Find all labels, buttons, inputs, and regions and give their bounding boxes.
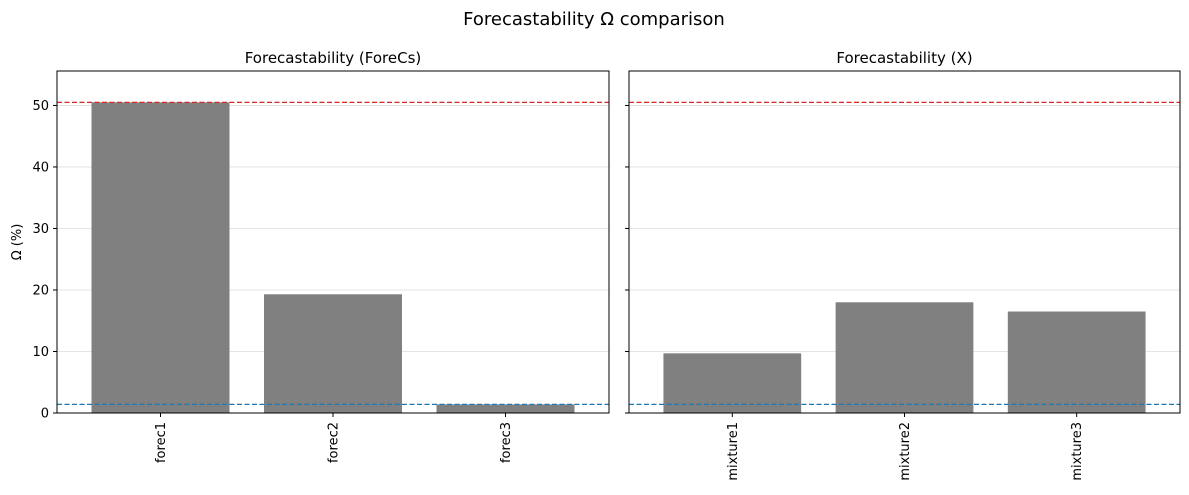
bar-mixture3 — [1007, 311, 1146, 413]
y-axis-label: Ω (%) — [10, 224, 25, 261]
panel-title: Forecastability (ForeCs) — [245, 49, 422, 67]
y-tick-label: 30 — [32, 222, 49, 237]
bar-forec2 — [264, 294, 402, 413]
chart-panel-1: 0 10 20 30 40 50 forec1 forec2 forec3 Forecastabi… — [10, 49, 610, 463]
panel-title: Forecastability (X) — [836, 49, 972, 67]
x-tick-label: mixture3 — [1070, 422, 1085, 481]
bar-forec1 — [91, 102, 230, 413]
x-tick-label: forec1 — [154, 422, 169, 463]
x-tick-label: forec2 — [327, 422, 342, 463]
y-tick-label: 50 — [32, 99, 49, 114]
chart-panel-2: mixture1 mixture2 mixture3 Forecastability … — [625, 49, 1181, 481]
chart-panels: 0 10 20 30 40 50 forec1 forec2 forec3 Forecastabi… — [10, 49, 1181, 481]
x-tick-label: mixture1 — [726, 422, 741, 481]
y-tick-label: 10 — [32, 345, 49, 360]
y-tick-label: 20 — [32, 283, 49, 298]
bar-mixture2 — [835, 302, 974, 413]
y-tick-label: 40 — [32, 160, 49, 175]
bar-mixture1 — [663, 353, 802, 413]
x-tick-label: forec3 — [499, 422, 514, 463]
y-tick-label: 0 — [41, 407, 49, 422]
x-tick-label: mixture2 — [898, 422, 913, 481]
figure-suptitle: Forecastability Ω comparison — [463, 9, 725, 30]
bar-forec3 — [436, 404, 575, 413]
